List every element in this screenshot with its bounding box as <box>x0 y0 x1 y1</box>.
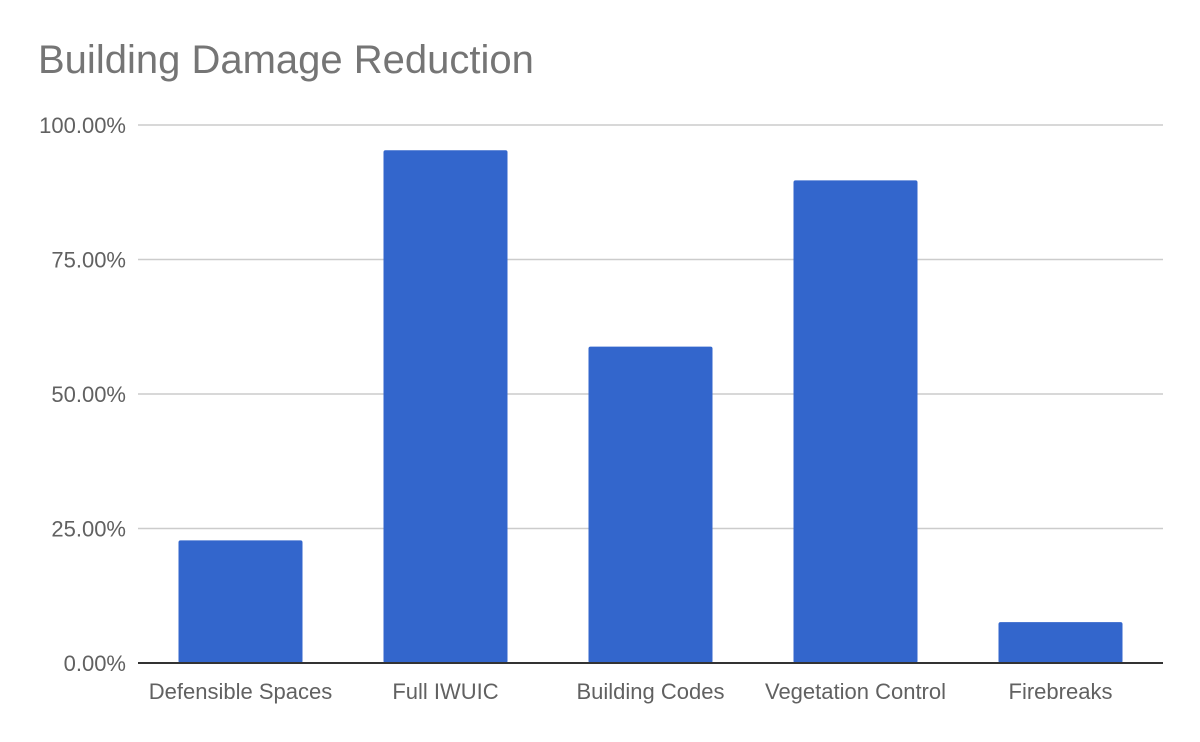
x-axis-category-labels: Defensible Spaces Full IWUIC Building Code… <box>149 679 1113 704</box>
x-category-label: Defensible Spaces <box>149 679 332 704</box>
y-tick-label: 100.00% <box>39 113 126 138</box>
bar-defensible-spaces <box>178 540 303 663</box>
x-category-label: Vegetation Control <box>765 679 946 704</box>
chart-title: Building Damage Reduction <box>38 38 534 82</box>
y-tick-label: 50.00% <box>51 382 126 407</box>
bar-full-iwuic <box>383 150 508 663</box>
y-axis-tick-labels: 0.00% 25.00% 50.00% 75.00% 100.00% <box>39 113 126 676</box>
x-category-label: Building Codes <box>577 679 725 704</box>
x-category-label: Full IWUIC <box>392 679 498 704</box>
y-tick-label: 0.00% <box>64 651 126 676</box>
bar-vegetation-control <box>793 180 918 663</box>
bar-building-codes <box>588 346 713 663</box>
x-category-label: Firebreaks <box>1009 679 1113 704</box>
bars <box>178 150 1123 663</box>
y-tick-label: 25.00% <box>51 517 126 542</box>
y-tick-label: 75.00% <box>51 248 126 273</box>
bar-firebreaks <box>998 622 1123 663</box>
